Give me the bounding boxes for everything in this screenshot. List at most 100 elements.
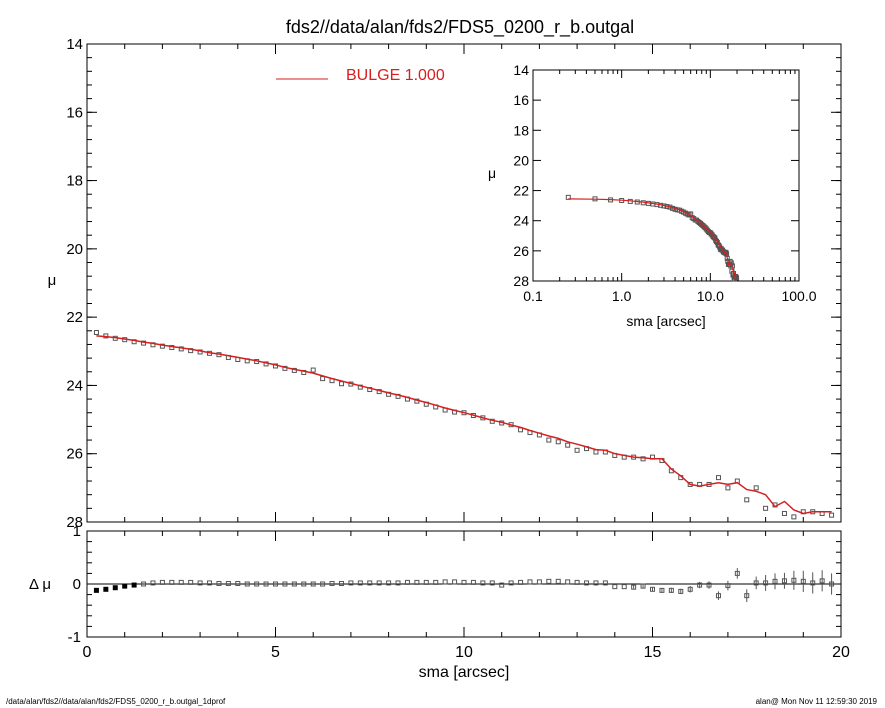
residual-data-point (800, 578, 806, 584)
main-data-point (574, 447, 580, 453)
residual-xlabel: sma [arcsec] (419, 664, 510, 681)
residual-data-point (829, 581, 835, 587)
residual-data-point (678, 588, 684, 594)
residual-data-point (254, 581, 260, 587)
model-curve (96, 335, 832, 515)
residual-data-point (273, 581, 278, 587)
residual-data-point (763, 580, 769, 586)
residual-data-point (169, 579, 175, 585)
main-data-point (565, 442, 571, 448)
main-ytick-label: 20 (66, 241, 83, 258)
footer-right: alan@ Mon Nov 11 12:59:30 2019 (756, 697, 878, 706)
main-ytick-label: 18 (66, 173, 83, 190)
residual-xtick-label: 20 (832, 644, 850, 661)
residual-data-point (122, 583, 128, 589)
residual-data-point (706, 582, 712, 588)
inset-x-axis: 0.1 1.0 10.0 100.0 (523, 70, 817, 304)
residual-data-point (291, 581, 297, 587)
residual-data-point (621, 584, 627, 590)
main-data-points (93, 330, 835, 520)
inset-ylabel: μ (488, 165, 496, 181)
main-ytick-label: 16 (66, 104, 83, 121)
residual-data-point (93, 587, 99, 593)
inset-ytick-label: 22 (513, 183, 529, 199)
residual-data-point (640, 583, 646, 589)
residual-data-point (329, 580, 335, 586)
residual-data-point (376, 580, 382, 586)
main-data-point (338, 381, 344, 387)
residual-data-point (225, 580, 231, 586)
main-data-point (744, 497, 750, 503)
main-ylabel: μ (48, 272, 57, 289)
residual-data-point (687, 586, 693, 592)
residual-data-point (263, 581, 269, 587)
residual-data-point (357, 580, 363, 586)
residual-data-point (367, 580, 373, 586)
residual-data-point (593, 580, 599, 586)
legend: BULGE 1.000 (276, 67, 445, 84)
residual-data-point (668, 587, 674, 593)
residual-data-point (131, 582, 137, 588)
residual-data-point (650, 586, 655, 592)
residual-data-point (423, 579, 429, 585)
main-data-point (829, 512, 835, 518)
residual-data-point (103, 586, 109, 592)
inset-model-curve (568, 198, 737, 279)
residual-data-point (518, 579, 524, 585)
residual-data-points (93, 568, 835, 603)
residual-xtick-label: 10 (455, 644, 473, 661)
main-y-axis: 14 16 18 20 22 24 26 28 (66, 36, 841, 531)
residual-data-point (310, 581, 316, 587)
residual-ytick-label: 1 (73, 523, 81, 540)
main-data-point (555, 439, 561, 445)
main-data-point (725, 485, 731, 491)
main-data-point (753, 485, 759, 491)
inset-xtick-label: 1.0 (612, 288, 632, 304)
residual-data-point (216, 580, 222, 586)
inset-frame (532, 69, 800, 282)
residual-ylabel: Δ μ (29, 576, 51, 593)
residual-data-point (395, 580, 401, 586)
residual-data-point (791, 577, 797, 583)
residual-data-point (819, 578, 825, 584)
main-ytick-label: 14 (66, 36, 83, 53)
residual-data-point (734, 570, 740, 576)
residual-data-point (207, 580, 213, 586)
inset-ytick-label: 20 (513, 152, 529, 168)
main-ytick-label: 28 (66, 514, 83, 531)
residual-data-point (772, 578, 778, 584)
footer-left: /data/alan/fds2//data/alan/fds2/FDS5_020… (6, 697, 226, 706)
residual-data-point (508, 580, 514, 586)
residual-data-point (612, 584, 618, 590)
residual-data-point (320, 581, 326, 587)
main-ytick-label: 24 (66, 377, 83, 394)
inset-data-point (722, 250, 728, 256)
main-data-point (546, 437, 552, 443)
residual-data-point (235, 580, 241, 586)
residual-data-point (197, 580, 203, 586)
residual-y-axis: 1 0 -1 (68, 523, 841, 646)
main-x-axis (86, 44, 842, 522)
residual-ytick-label: 0 (73, 576, 81, 593)
residual-data-point (565, 579, 571, 585)
inset-ytick-label: 24 (513, 213, 529, 229)
residual-data-point (584, 580, 590, 586)
inset-ytick-label: 28 (513, 273, 529, 289)
inset-xtick-label: 10.0 (697, 288, 724, 304)
residual-data-point (338, 580, 344, 586)
residual-x-axis: 0 5 10 15 20 (83, 531, 850, 661)
residual-xtick-label: 15 (644, 644, 662, 661)
residual-data-point (433, 579, 439, 585)
residual-data-point (527, 579, 533, 585)
residual-data-point (159, 579, 165, 585)
residual-data-point (112, 585, 118, 591)
main-panel: 14 16 18 20 22 24 26 28 μ BULGE 1.000 (48, 36, 842, 531)
residual-xtick-label: 5 (271, 644, 280, 661)
residual-data-point (697, 582, 703, 588)
residual-ytick-label: -1 (68, 629, 81, 646)
residual-data-point (178, 579, 184, 585)
inset-y-axis: 14 16 18 20 22 24 26 28 (513, 62, 799, 289)
residual-data-point (659, 587, 665, 593)
main-data-point (593, 449, 599, 455)
residual-data-point (188, 579, 194, 585)
